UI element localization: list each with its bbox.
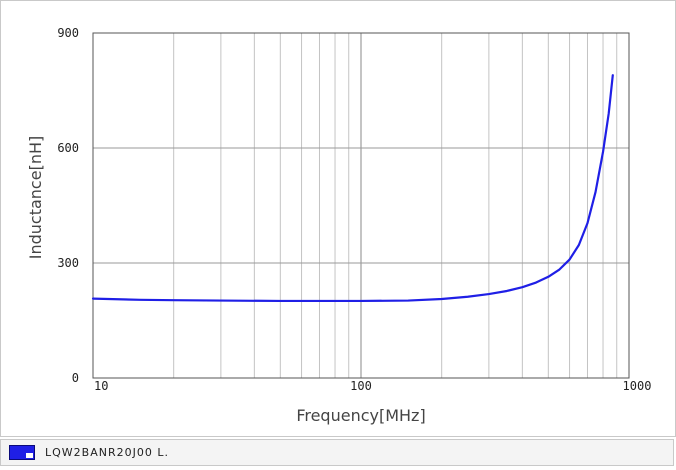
y-tick-label: 900 bbox=[57, 26, 79, 40]
series-line-inductance bbox=[91, 74, 614, 303]
chart-frame: 0 300 600 900 10 100 1000 Frequency[MHz] Indu… bbox=[0, 0, 676, 437]
x-tick-labels: 10 100 1000 bbox=[94, 379, 651, 393]
y-tick-labels: 0 300 600 900 bbox=[57, 26, 79, 385]
y-tick-label: 0 bbox=[72, 371, 79, 385]
series-layer bbox=[91, 74, 614, 303]
y-axis-title: Inductance[nH] bbox=[26, 136, 45, 259]
plot-area bbox=[92, 32, 630, 379]
x-axis-title: Frequency[MHz] bbox=[296, 406, 425, 425]
x-tick-label: 1000 bbox=[623, 379, 652, 393]
legend-label: LQW2BANR20J00 L. bbox=[45, 446, 169, 459]
inductance-chart: 0 300 600 900 10 100 1000 Frequency[MHz] Indu… bbox=[26, 26, 651, 425]
y-tick-label: 600 bbox=[57, 141, 79, 155]
x-tick-label: 100 bbox=[350, 379, 372, 393]
y-tick-label: 300 bbox=[57, 256, 79, 270]
legend-swatch bbox=[9, 445, 35, 460]
grid bbox=[93, 33, 629, 378]
x-tick-label: 10 bbox=[94, 379, 108, 393]
legend: LQW2BANR20J00 L. bbox=[0, 439, 674, 466]
